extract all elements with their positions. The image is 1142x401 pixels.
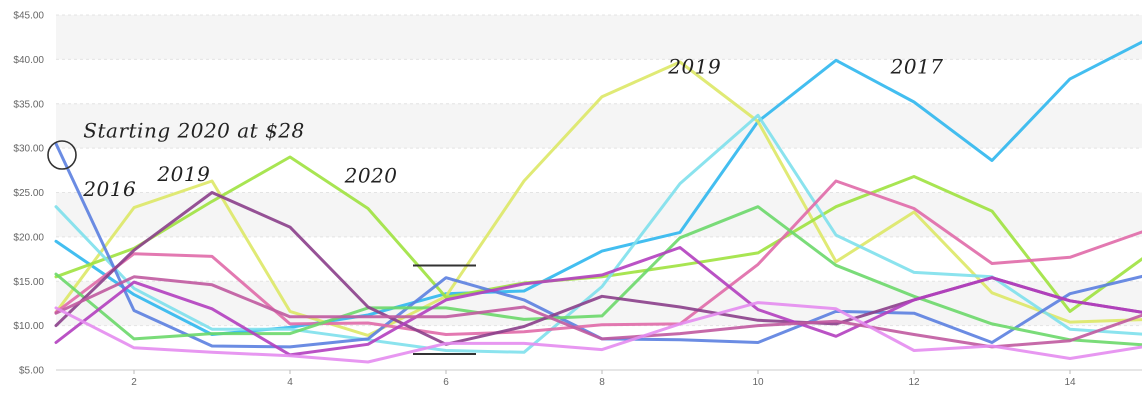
series-line-6	[54, 179, 1142, 336]
y-tick-label: $15.00	[13, 277, 44, 288]
x-tick-label: 10	[752, 377, 764, 388]
annotation-label: Starting 2020 at $28	[83, 118, 304, 142]
x-tick-label: 14	[1064, 377, 1076, 388]
grid-band	[56, 15, 1142, 60]
x-tick-label: 2	[131, 377, 137, 388]
x-tick-label: 6	[443, 377, 449, 388]
grid-band	[56, 192, 1142, 237]
overlays	[47, 140, 476, 355]
x-tick-label: 12	[908, 377, 920, 388]
series-line-3	[54, 155, 1142, 313]
series-line-10	[54, 275, 1142, 349]
y-tick-label: $35.00	[13, 99, 44, 110]
y-tick-label: $20.00	[13, 232, 44, 243]
annotation-label: 2019	[667, 55, 721, 79]
y-tick-label: $5.00	[19, 366, 44, 377]
annotation-label: 2016	[82, 177, 136, 201]
annotation-label: 2017	[890, 55, 944, 79]
annotation-label: 2020	[344, 164, 398, 188]
x-axis: 2 4 6 8 10 12 14	[131, 370, 1076, 388]
series-line-11	[54, 301, 1142, 364]
annotations: Starting 2020 at $28 2016 2019 2020 2019 2017	[82, 55, 943, 201]
series-line-2	[54, 60, 1142, 337]
y-tick-label: $30.00	[13, 144, 44, 155]
y-tick-label: $45.00	[13, 11, 44, 22]
annotation-label: 2019	[156, 162, 210, 186]
y-axis: $5.00 $10.00 $15.00 $20.00 $25.00 $30.00 $35.0…	[13, 11, 44, 377]
start-highlight-circle	[47, 140, 77, 170]
x-tick-label: 4	[287, 377, 293, 388]
y-tick-label: $40.00	[13, 55, 44, 66]
series-line-7	[54, 205, 1142, 347]
y-tick-label: $25.00	[13, 188, 44, 199]
series-line-4	[54, 113, 1142, 354]
series-lines	[54, 40, 1142, 364]
series-line-9	[54, 246, 1142, 357]
x-tick-label: 8	[599, 377, 605, 388]
y-tick-label: $10.00	[13, 321, 44, 332]
grid-band	[56, 103, 1142, 149]
